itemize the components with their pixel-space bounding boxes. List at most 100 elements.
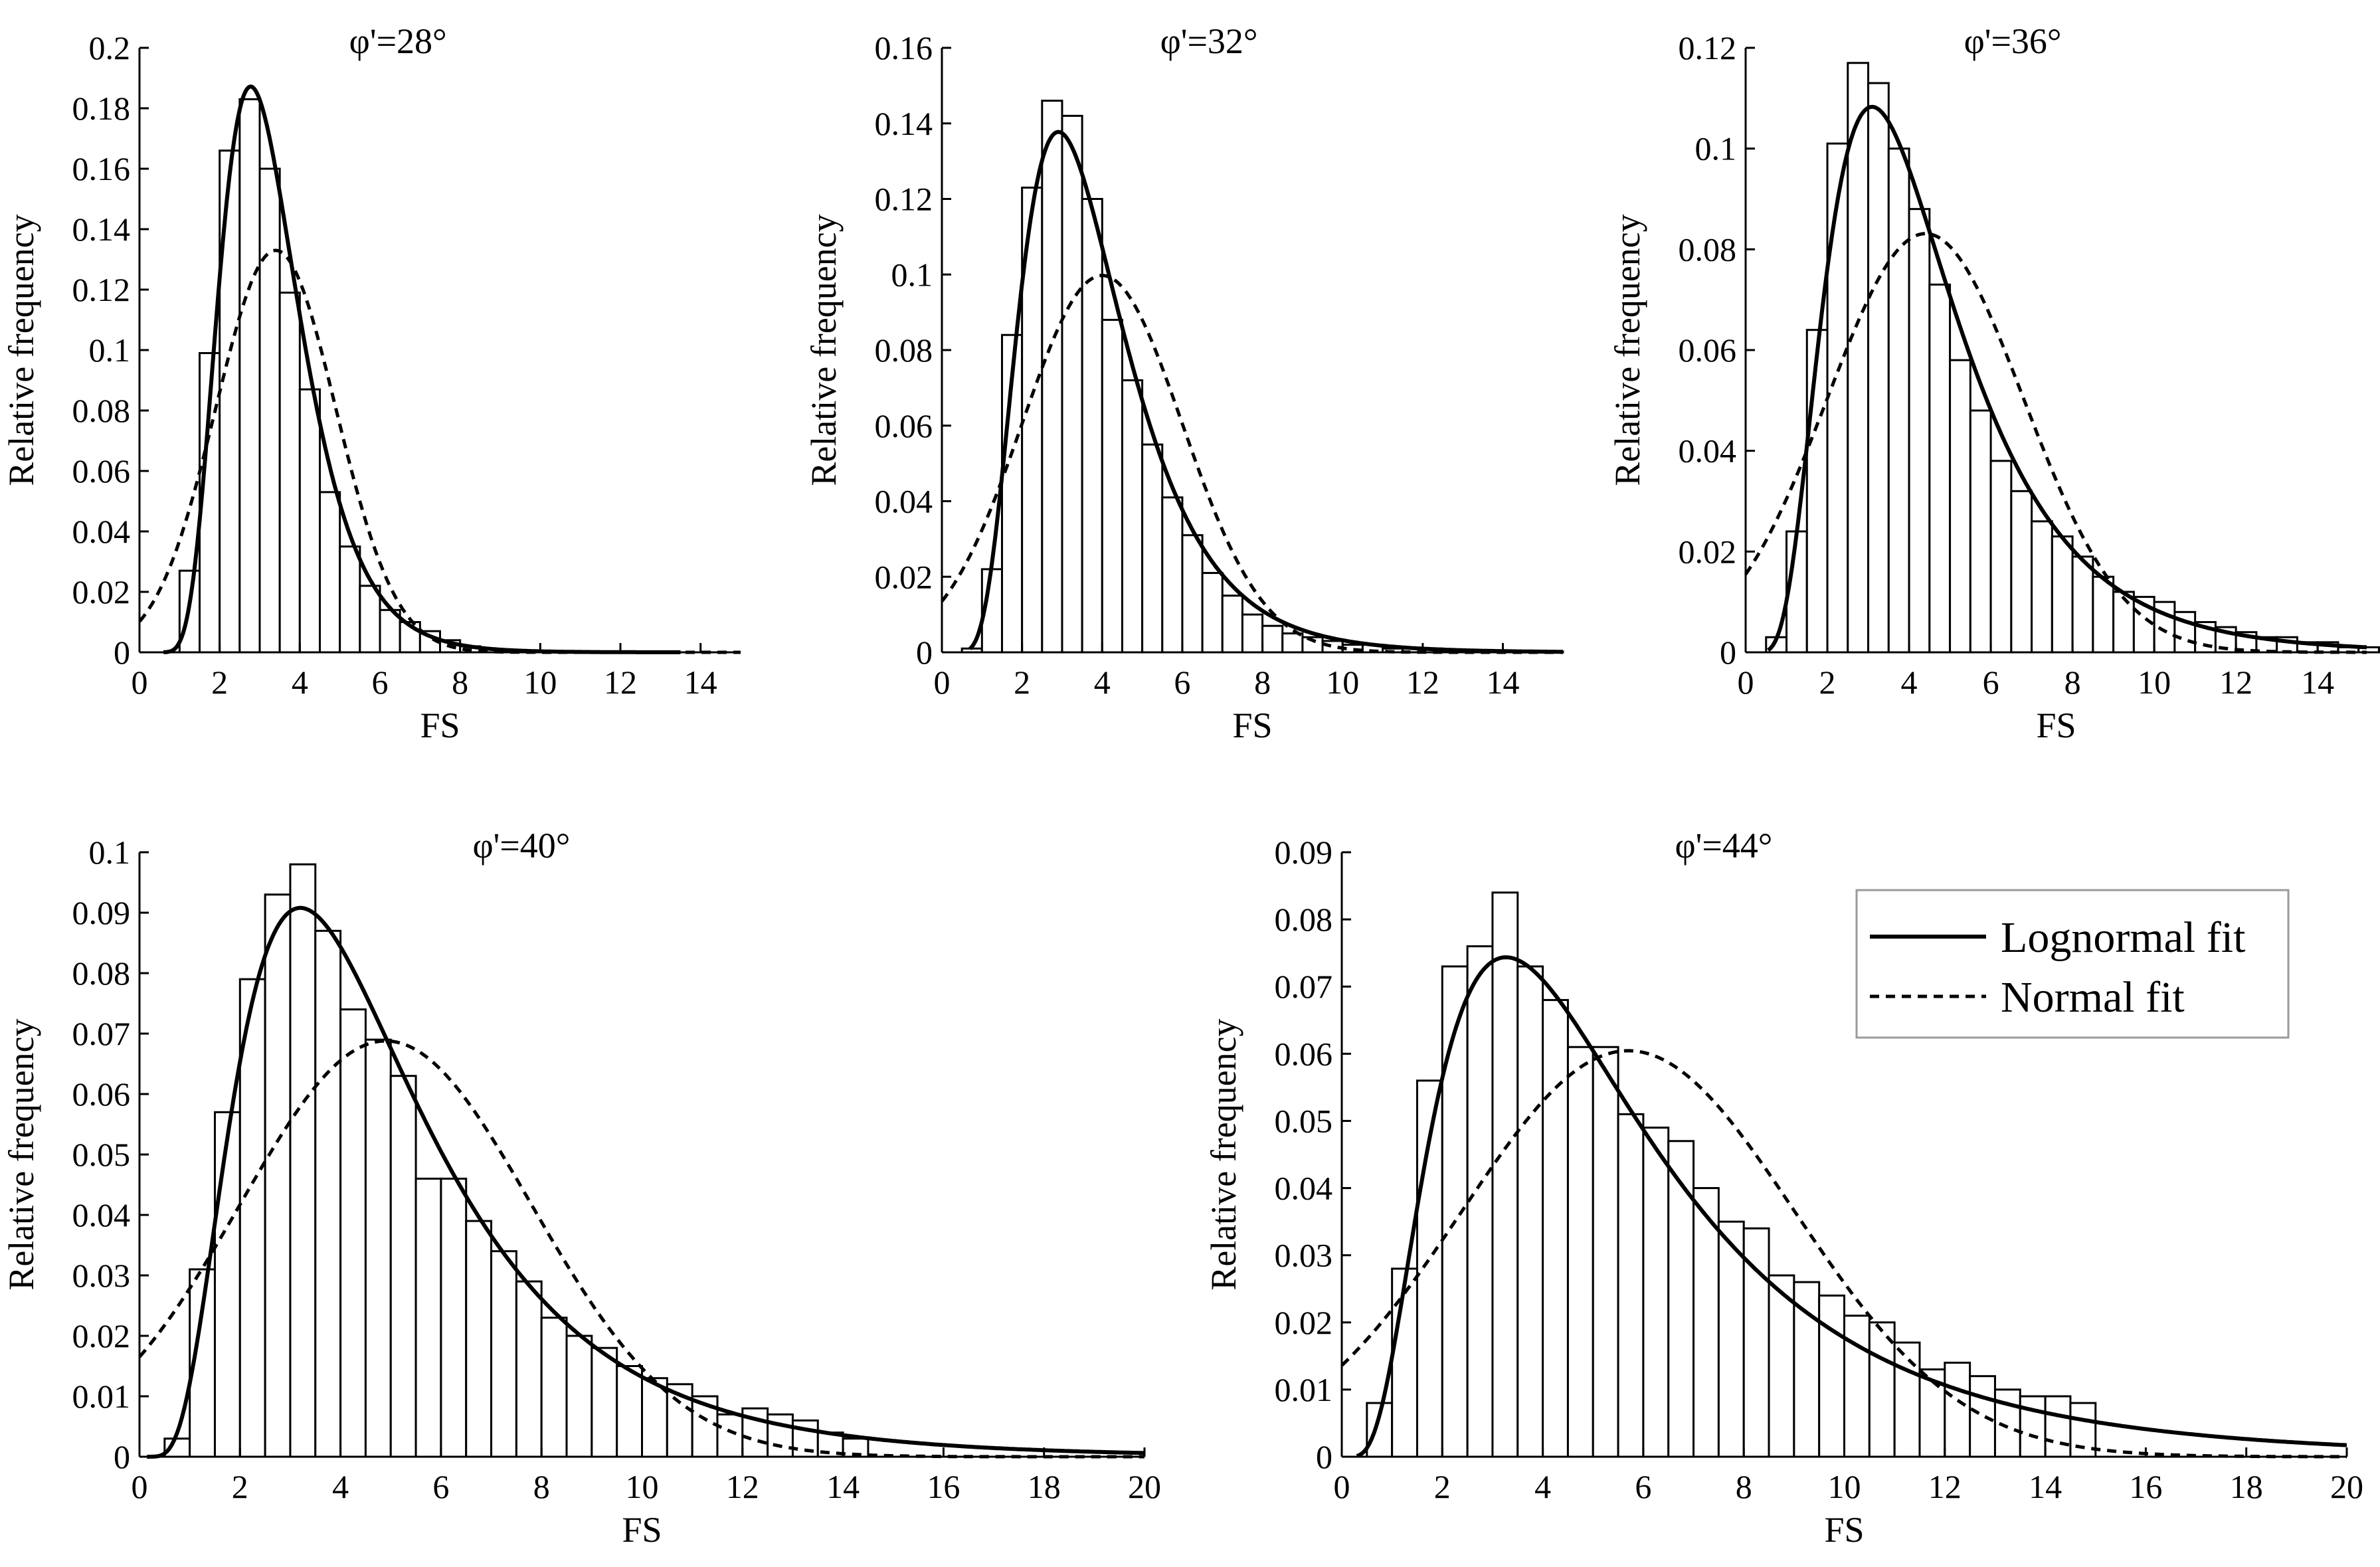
histogram-bar: [213, 1111, 241, 1458]
histogram-bar: [1893, 1341, 1921, 1458]
y-tick-label: 0.14: [875, 105, 933, 142]
histogram-bar: [2051, 535, 2074, 654]
histogram-bar: [1221, 595, 1243, 654]
y-tick-label: 0.07: [1275, 968, 1333, 1005]
x-axis-label: FS: [1824, 1510, 1864, 1550]
x-tick-label: 20: [1128, 1468, 1161, 1505]
y-tick-label: 0.03: [72, 1257, 131, 1294]
x-tick-label: 2: [232, 1468, 248, 1505]
x-tick-label: 20: [2330, 1468, 2363, 1505]
y-axis-label: Relative frequency: [1204, 1018, 1243, 1290]
x-tick-label: 0: [934, 664, 951, 701]
legend-box: [1855, 889, 2290, 1039]
histogram-bar: [314, 929, 342, 1458]
panel-phi-28: 0 2 4 6 8 10 12 14 0 0.02 0.04 0.06 0.08 0.1 0.12 0.14 0…: [1, 21, 741, 745]
y-axis-label: Relative frequency: [1, 1018, 41, 1290]
histogram-bar: [364, 1038, 392, 1458]
y-axis-label: Relative frequency: [804, 214, 844, 486]
x-tick-label: 12: [1928, 1468, 1962, 1505]
histogram-bar: [1887, 147, 1910, 654]
x-tick-label: 2: [211, 664, 228, 701]
histogram-bar: [339, 545, 361, 654]
histogram-bar: [1121, 379, 1144, 654]
histogram-bar: [1969, 409, 1992, 654]
lognormal-fit-curve: [1356, 955, 2347, 1458]
y-tick-label: 0.06: [875, 407, 933, 444]
histogram-bar: [1717, 1220, 1745, 1458]
panel-title: φ'=32°: [1160, 21, 1258, 61]
histogram-bar: [565, 1335, 593, 1458]
histogram-bar: [1542, 998, 1569, 1458]
x-axis-label: FS: [420, 705, 460, 745]
histogram-bar: [1516, 965, 1544, 1458]
histogram-bar: [339, 1008, 367, 1458]
x-axis-label: FS: [622, 1510, 662, 1550]
histogram-bar: [1847, 62, 1870, 654]
histogram-bar: [1201, 572, 1224, 654]
histogram-bar: [1818, 1294, 1846, 1458]
x-tick-label: 8: [452, 664, 468, 701]
x-tick-label: 6: [1983, 664, 1999, 701]
x-tick-label: 2: [1014, 664, 1030, 701]
legend-lognormal-label: Lognormal fit: [2001, 913, 2245, 962]
y-tick-label: 0.02: [875, 558, 933, 595]
histogram-bar: [1843, 1315, 1871, 1458]
histogram-bar: [2092, 575, 2115, 654]
histogram-bar: [1241, 613, 1264, 654]
histogram-bar: [716, 1413, 744, 1458]
panel-phi-32: 0 2 4 6 8 10 12 14 0 0.02 0.04 0.06 0.08 0.1 0.12 0.14 0…: [804, 21, 1564, 745]
histogram-bar: [465, 1220, 493, 1458]
y-tick-label: 0.04: [72, 513, 131, 550]
y-tick-label: 0.04: [875, 483, 933, 520]
y-tick-label: 0.08: [1275, 901, 1333, 938]
y-tick-label: 0.08: [1679, 230, 1737, 268]
y-tick-label: 0.06: [72, 1075, 131, 1113]
histogram-bar: [2031, 520, 2053, 654]
x-tick-label: 14: [826, 1468, 860, 1505]
y-tick-label: 0.04: [72, 1196, 131, 1234]
panel-phi-36: 0 2 4 6 8 10 12 14 0 0.02 0.04 0.06 0.08 0.1 0.12 φ'=3…: [1607, 21, 2380, 745]
y-tick-label: 0.09: [1275, 834, 1333, 871]
histogram-bar: [1181, 534, 1204, 654]
x-tick-label: 18: [2230, 1468, 2263, 1505]
histogram-bar: [1928, 283, 1952, 654]
histogram-bar: [1281, 632, 1304, 654]
legend: Lognormal fit Normal fit: [1855, 889, 2290, 1039]
normal-fit-curve: [1744, 232, 2367, 654]
histogram-bar: [1908, 208, 1931, 654]
y-axis-label: Relative frequency: [1607, 214, 1647, 486]
y-tick-label: 0.04: [1679, 432, 1737, 470]
histogram-bar: [2112, 591, 2135, 654]
x-tick-label: 0: [132, 1468, 148, 1505]
x-tick-label: 8: [1254, 664, 1271, 701]
histogram-bar: [1989, 460, 2013, 654]
x-tick-label: 6: [1174, 664, 1190, 701]
y-tick-label: 0.03: [1275, 1237, 1333, 1274]
x-tick-label: 6: [372, 664, 389, 701]
panel-title: φ'=28°: [349, 21, 447, 61]
histogram-bar: [414, 1177, 442, 1458]
x-tick-label: 2: [1434, 1468, 1451, 1505]
normal-fit-curve: [941, 274, 1563, 654]
histogram-bar: [2044, 1395, 2072, 1458]
normal-fit-curve: [1340, 1049, 2347, 1459]
lognormal-fit-curve: [147, 905, 1145, 1459]
y-tick-label: 0.02: [1679, 533, 1737, 570]
histogram-bar: [278, 292, 301, 654]
histogram-bar: [540, 1317, 568, 1458]
x-tick-label: 4: [332, 1468, 349, 1505]
y-tick-label: 0.1: [89, 331, 131, 369]
histogram-bar: [289, 863, 317, 1458]
x-tick-label: 8: [2064, 664, 2081, 701]
y-tick-label: 0: [1316, 1438, 1332, 1475]
x-tick-label: 2: [1819, 664, 1836, 701]
x-tick-label: 14: [684, 664, 717, 701]
x-tick-label: 10: [2138, 664, 2171, 701]
y-tick-label: 0.02: [72, 1317, 131, 1354]
legend-normal-label: Normal fit: [2001, 973, 2185, 1022]
y-tick-label: 0.08: [72, 392, 131, 429]
histogram-bar: [1566, 1046, 1594, 1458]
histogram-bar: [1061, 114, 1083, 654]
x-tick-label: 0: [1334, 1468, 1350, 1505]
x-tick-label: 12: [726, 1468, 759, 1505]
